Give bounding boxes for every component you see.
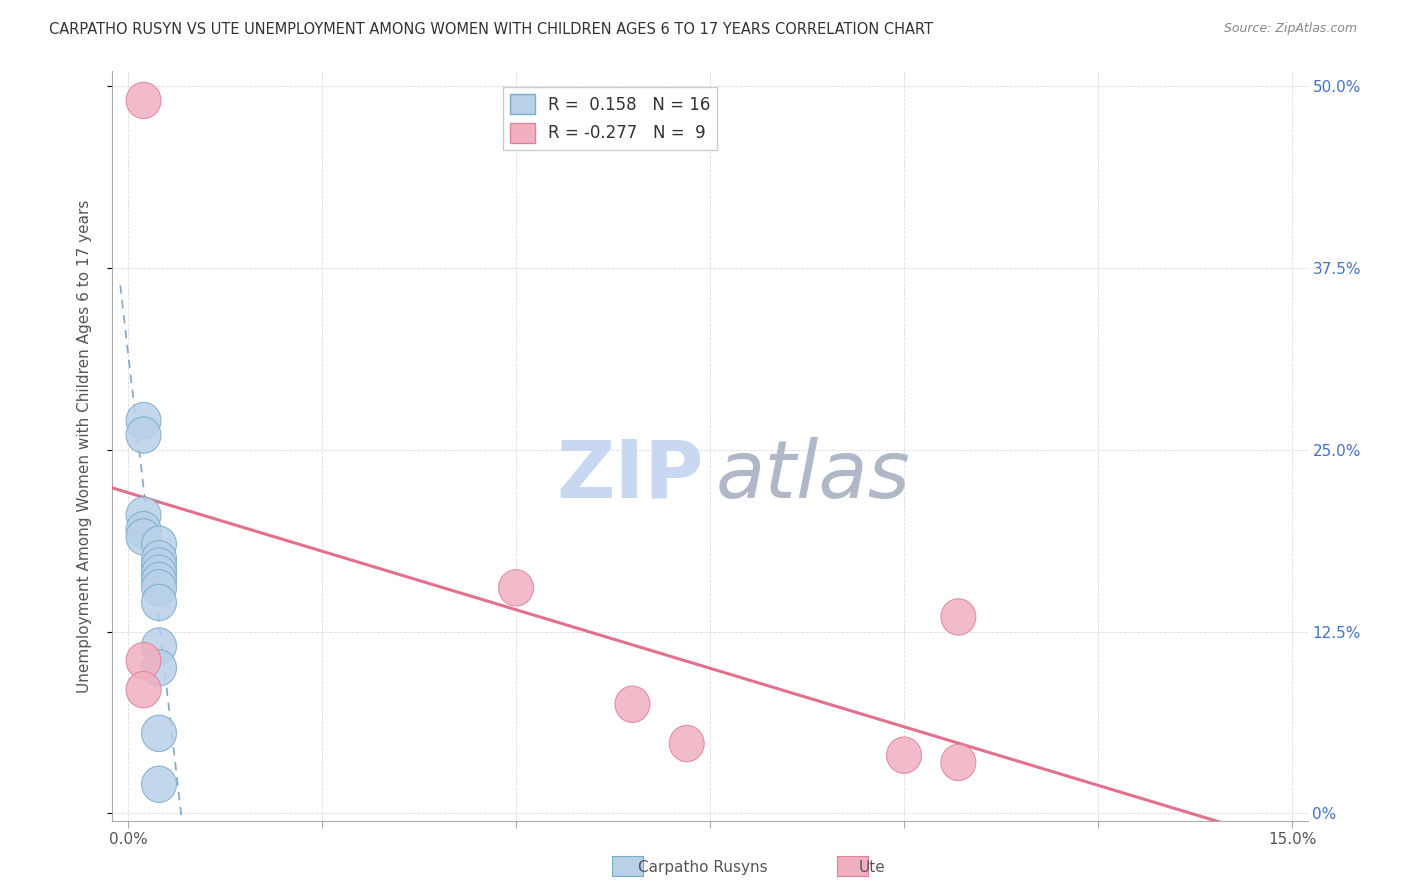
Ellipse shape <box>127 417 160 453</box>
Text: Source: ZipAtlas.com: Source: ZipAtlas.com <box>1223 22 1357 36</box>
Ellipse shape <box>142 541 177 577</box>
Ellipse shape <box>142 570 177 606</box>
Ellipse shape <box>127 497 160 533</box>
Ellipse shape <box>142 526 177 562</box>
Ellipse shape <box>887 737 921 773</box>
Ellipse shape <box>127 402 160 439</box>
Legend: R =  0.158   N = 16, R = -0.277   N =  9: R = 0.158 N = 16, R = -0.277 N = 9 <box>503 87 717 150</box>
Ellipse shape <box>142 628 177 665</box>
Ellipse shape <box>142 649 177 686</box>
Ellipse shape <box>614 686 650 723</box>
Ellipse shape <box>127 672 160 708</box>
Ellipse shape <box>499 570 533 606</box>
Text: ZIP: ZIP <box>557 437 704 515</box>
Text: Carpatho Rusyns: Carpatho Rusyns <box>638 860 768 874</box>
Ellipse shape <box>142 555 177 591</box>
Text: atlas: atlas <box>716 437 911 515</box>
Ellipse shape <box>127 519 160 555</box>
Ellipse shape <box>142 562 177 599</box>
Ellipse shape <box>142 715 177 752</box>
Ellipse shape <box>127 511 160 548</box>
Ellipse shape <box>941 599 976 635</box>
Ellipse shape <box>142 584 177 621</box>
Ellipse shape <box>127 642 160 679</box>
Text: Ute: Ute <box>858 860 886 874</box>
Ellipse shape <box>142 766 177 803</box>
Ellipse shape <box>941 744 976 780</box>
Ellipse shape <box>669 725 704 762</box>
Ellipse shape <box>127 82 160 119</box>
Y-axis label: Unemployment Among Women with Children Ages 6 to 17 years: Unemployment Among Women with Children A… <box>77 199 91 693</box>
Ellipse shape <box>142 548 177 584</box>
Text: CARPATHO RUSYN VS UTE UNEMPLOYMENT AMONG WOMEN WITH CHILDREN AGES 6 TO 17 YEARS : CARPATHO RUSYN VS UTE UNEMPLOYMENT AMONG… <box>49 22 934 37</box>
